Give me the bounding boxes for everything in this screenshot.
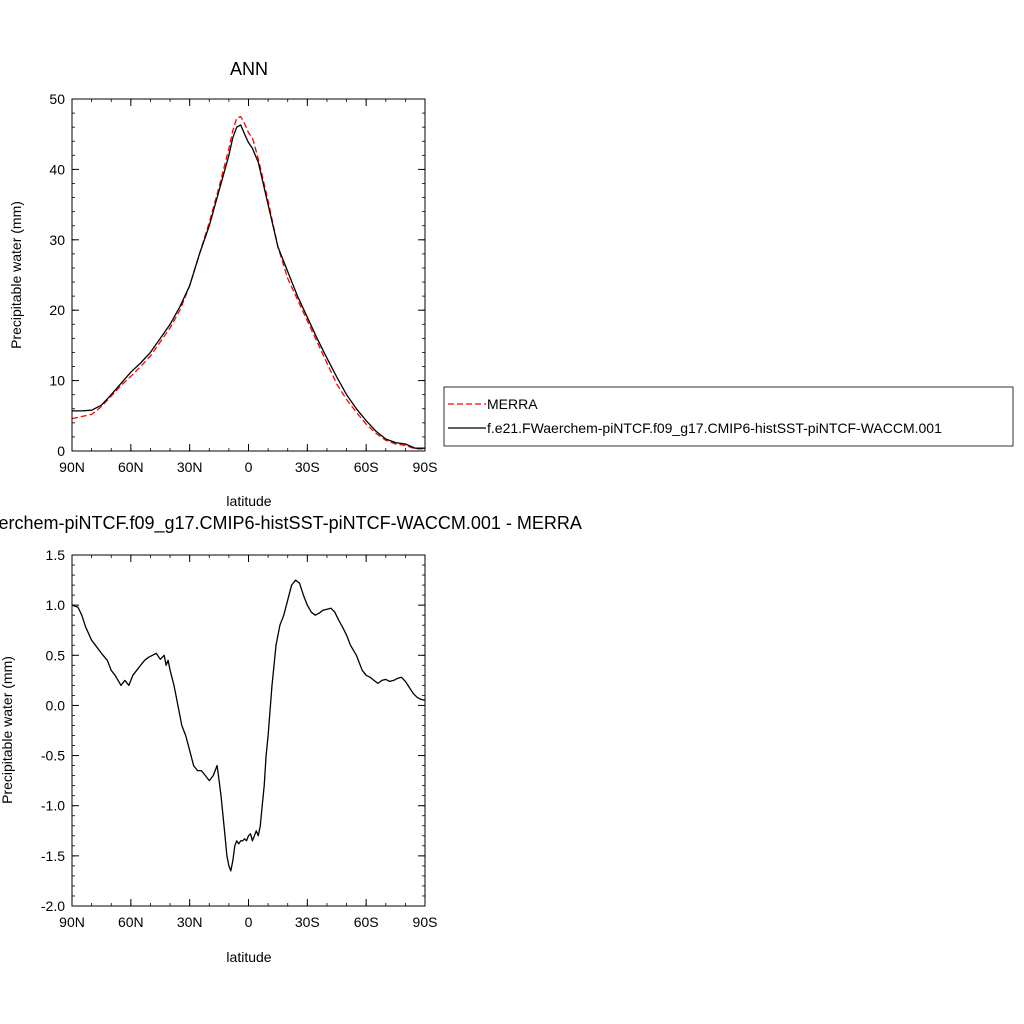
top-y-tick-label: 20 xyxy=(49,302,65,318)
top-x-tick-label: 30S xyxy=(295,459,320,475)
top-series-line-1 xyxy=(72,124,425,449)
top-y-tick-label: 50 xyxy=(49,91,65,107)
top-panel-frame xyxy=(71,98,426,452)
bottom-x-tick-label: 90N xyxy=(59,914,85,930)
bottom-panel-ylabel: Precipitable water (mm) xyxy=(0,656,15,804)
bottom-y-tick-label: -2.0 xyxy=(41,898,65,914)
top-panel-title: ANN xyxy=(230,59,268,79)
top-x-tick-label: 90N xyxy=(59,459,85,475)
bottom-panel-series xyxy=(71,579,426,872)
legend-label-merra: MERRA xyxy=(487,396,538,412)
bottom-x-tick-label: 60N xyxy=(118,914,144,930)
bottom-y-tick-label: 0.5 xyxy=(46,647,66,663)
bottom-panel-frame xyxy=(71,554,426,907)
top-y-tick-label: 0 xyxy=(57,443,65,459)
legend-label-model: f.e21.FWaerchem-piNTCF.f09_g17.CMIP6-his… xyxy=(487,420,942,436)
bottom-x-tick-label: 30N xyxy=(177,914,203,930)
top-x-tick-label: 90S xyxy=(413,459,438,475)
legend-box xyxy=(443,386,1014,447)
bottom-y-tick-label: 1.0 xyxy=(46,597,66,613)
top-y-tick-label: 30 xyxy=(49,232,65,248)
bottom-y-tick-label: -0.5 xyxy=(41,748,65,764)
top-panel-ylabel: Precipitable water (mm) xyxy=(8,201,24,349)
top-panel-series xyxy=(71,115,425,450)
top-x-tick-label: 30N xyxy=(177,459,203,475)
top-panel-tick-labels: 90N 60N 30N 0 30S 60S 90S 0 10 20 30 40 50 xyxy=(49,91,437,475)
bottom-series-line-0 xyxy=(71,579,426,872)
bottom-y-tick-label: -1.5 xyxy=(41,848,65,864)
top-y-tick-label: 40 xyxy=(49,161,65,177)
top-x-tick-label: 60N xyxy=(118,459,144,475)
top-x-tick-label: 0 xyxy=(245,459,253,475)
bottom-panel-tick-labels: 90N 60N 30N 0 30S 60S 90S -2.0 -1.5 -1.0 -0.5 0.0 0.… xyxy=(41,547,438,930)
top-x-tick-label: 60S xyxy=(354,459,379,475)
top-panel-xlabel: latitude xyxy=(226,493,271,509)
bottom-panel: f.e21.FWaerchem-piNTCF.f09_g17.CMIP6-his… xyxy=(0,513,582,965)
bottom-y-tick-label: -1.0 xyxy=(41,798,65,814)
bottom-y-tick-label: 0.0 xyxy=(46,697,66,713)
bottom-panel-title: f.e21.FWaerchem-piNTCF.f09_g17.CMIP6-his… xyxy=(0,513,582,534)
bottom-x-tick-label: 0 xyxy=(245,914,253,930)
top-y-tick-label: 10 xyxy=(49,373,65,389)
bottom-panel-xlabel: latitude xyxy=(226,949,271,965)
bottom-x-tick-label: 90S xyxy=(413,914,438,930)
legend: MERRA f.e21.FWaerchem-piNTCF.f09_g17.CMI… xyxy=(443,386,1014,447)
bottom-x-tick-label: 30S xyxy=(295,914,320,930)
top-panel: ANN Precipitable water (mm) latitude 90N… xyxy=(8,59,437,509)
bottom-x-tick-label: 60S xyxy=(354,914,379,930)
bottom-y-tick-label: 1.5 xyxy=(46,547,66,563)
top-series-line-0 xyxy=(71,115,425,450)
